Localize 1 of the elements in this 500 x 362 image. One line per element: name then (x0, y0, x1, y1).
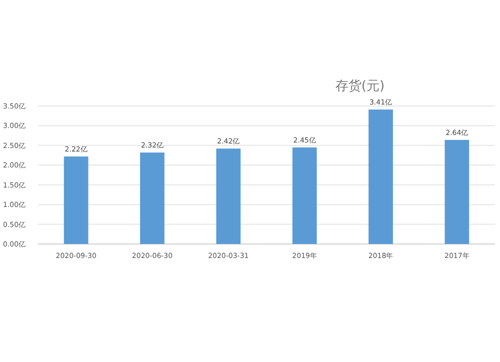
chart-title: 存货(元) (335, 79, 385, 94)
